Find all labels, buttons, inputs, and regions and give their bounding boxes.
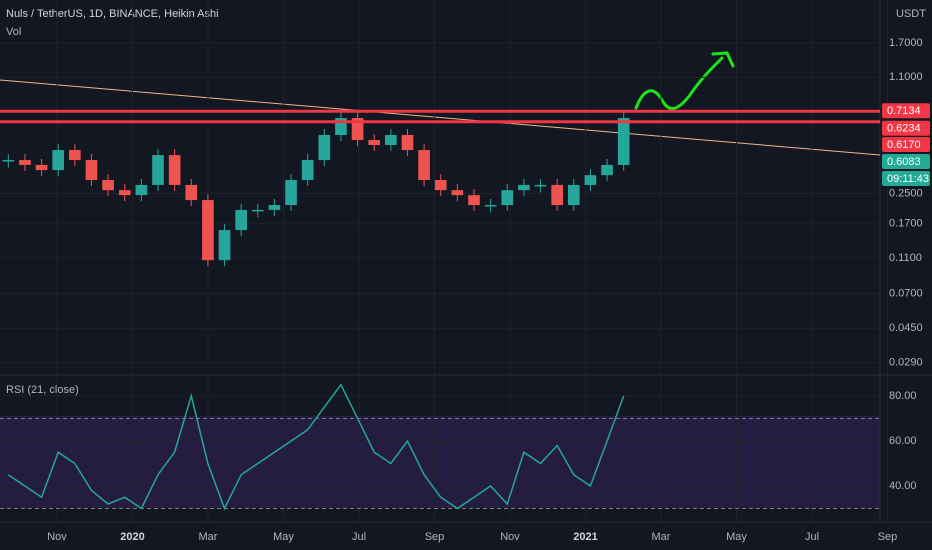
candle xyxy=(368,140,381,145)
candle xyxy=(118,190,131,196)
candle xyxy=(185,184,198,201)
candle xyxy=(567,184,580,206)
candle xyxy=(468,195,480,206)
candle xyxy=(617,118,630,165)
price-tag xyxy=(882,171,930,186)
rsi-title: RSI (21, close) xyxy=(6,384,79,396)
candle xyxy=(251,209,264,212)
candle xyxy=(318,134,331,161)
time-label: Nov xyxy=(500,531,520,543)
candle xyxy=(19,160,31,165)
candle xyxy=(301,160,314,181)
price-tick-label: 0.0450 xyxy=(889,322,923,334)
price-tick-label: 0.0290 xyxy=(889,357,923,369)
candle xyxy=(168,155,181,185)
candle xyxy=(69,150,81,161)
candle xyxy=(501,190,514,206)
candle xyxy=(401,134,414,151)
candle xyxy=(601,164,613,176)
candle xyxy=(35,164,48,171)
candle xyxy=(434,180,447,191)
price-tag-label: 0.6234 xyxy=(887,123,921,135)
price-tag xyxy=(882,120,930,136)
price-tag-label: 09:11:43 xyxy=(887,173,929,185)
candle xyxy=(451,190,464,196)
price-tick-label: 0.1100 xyxy=(889,252,922,264)
time-label: Mar xyxy=(199,531,218,543)
price-tag xyxy=(882,103,930,119)
candle xyxy=(385,134,397,145)
time-label: Jul xyxy=(805,531,819,543)
candle xyxy=(202,200,214,261)
candle xyxy=(418,150,430,181)
candle xyxy=(102,180,114,191)
candle xyxy=(335,118,347,135)
candle xyxy=(52,150,65,171)
candle xyxy=(218,230,231,261)
chart-title: Nuls / TetherUS, 1D, BINANCE, Heikin Ash… xyxy=(6,8,219,20)
candle xyxy=(518,184,530,191)
candle xyxy=(534,184,547,187)
rsi-line xyxy=(7,383,625,511)
candle xyxy=(285,180,297,206)
price-tick-label: 0.1700 xyxy=(889,218,923,230)
time-label: 2021 xyxy=(573,531,597,543)
rsi-tick-label: 60.00 xyxy=(889,435,917,447)
candle xyxy=(152,155,164,185)
time-label: Jul xyxy=(352,531,366,543)
candle xyxy=(551,184,563,206)
candle xyxy=(85,160,98,181)
price-tick-label: 1.1000 xyxy=(889,71,923,83)
candle xyxy=(135,184,148,196)
trend-line xyxy=(0,79,881,156)
rsi-tick-label: 40.00 xyxy=(889,480,917,492)
candle xyxy=(2,160,15,162)
candle xyxy=(484,205,497,207)
candle xyxy=(268,205,281,210)
candle xyxy=(584,175,597,185)
time-label: Sep xyxy=(425,531,445,543)
rsi-tick-label: 80.00 xyxy=(889,390,917,402)
time-label: 2020 xyxy=(120,531,144,543)
price-tag xyxy=(882,154,930,169)
time-label: Mar xyxy=(652,531,671,543)
price-tick-label: 0.2500 xyxy=(889,187,923,199)
time-label: May xyxy=(273,531,294,543)
rsi-band xyxy=(0,416,880,508)
time-label: May xyxy=(726,531,747,543)
price-tick-label: 1.7000 xyxy=(889,37,923,49)
price-tick-label: 0.0700 xyxy=(889,287,923,299)
volume-label: Vol xyxy=(6,26,21,38)
price-tag-label: 0.6083 xyxy=(887,156,921,168)
price-tag xyxy=(882,137,930,152)
drawn-arrow xyxy=(634,51,735,110)
candle xyxy=(351,118,364,141)
candle xyxy=(235,209,247,231)
price-tag-label: 0.6170 xyxy=(887,139,921,151)
price-tag-label: 0.7134 xyxy=(887,105,921,117)
grid xyxy=(0,0,888,522)
time-label: Nov xyxy=(47,531,67,543)
currency: USDT xyxy=(896,8,926,20)
time-label: Sep xyxy=(878,531,898,543)
